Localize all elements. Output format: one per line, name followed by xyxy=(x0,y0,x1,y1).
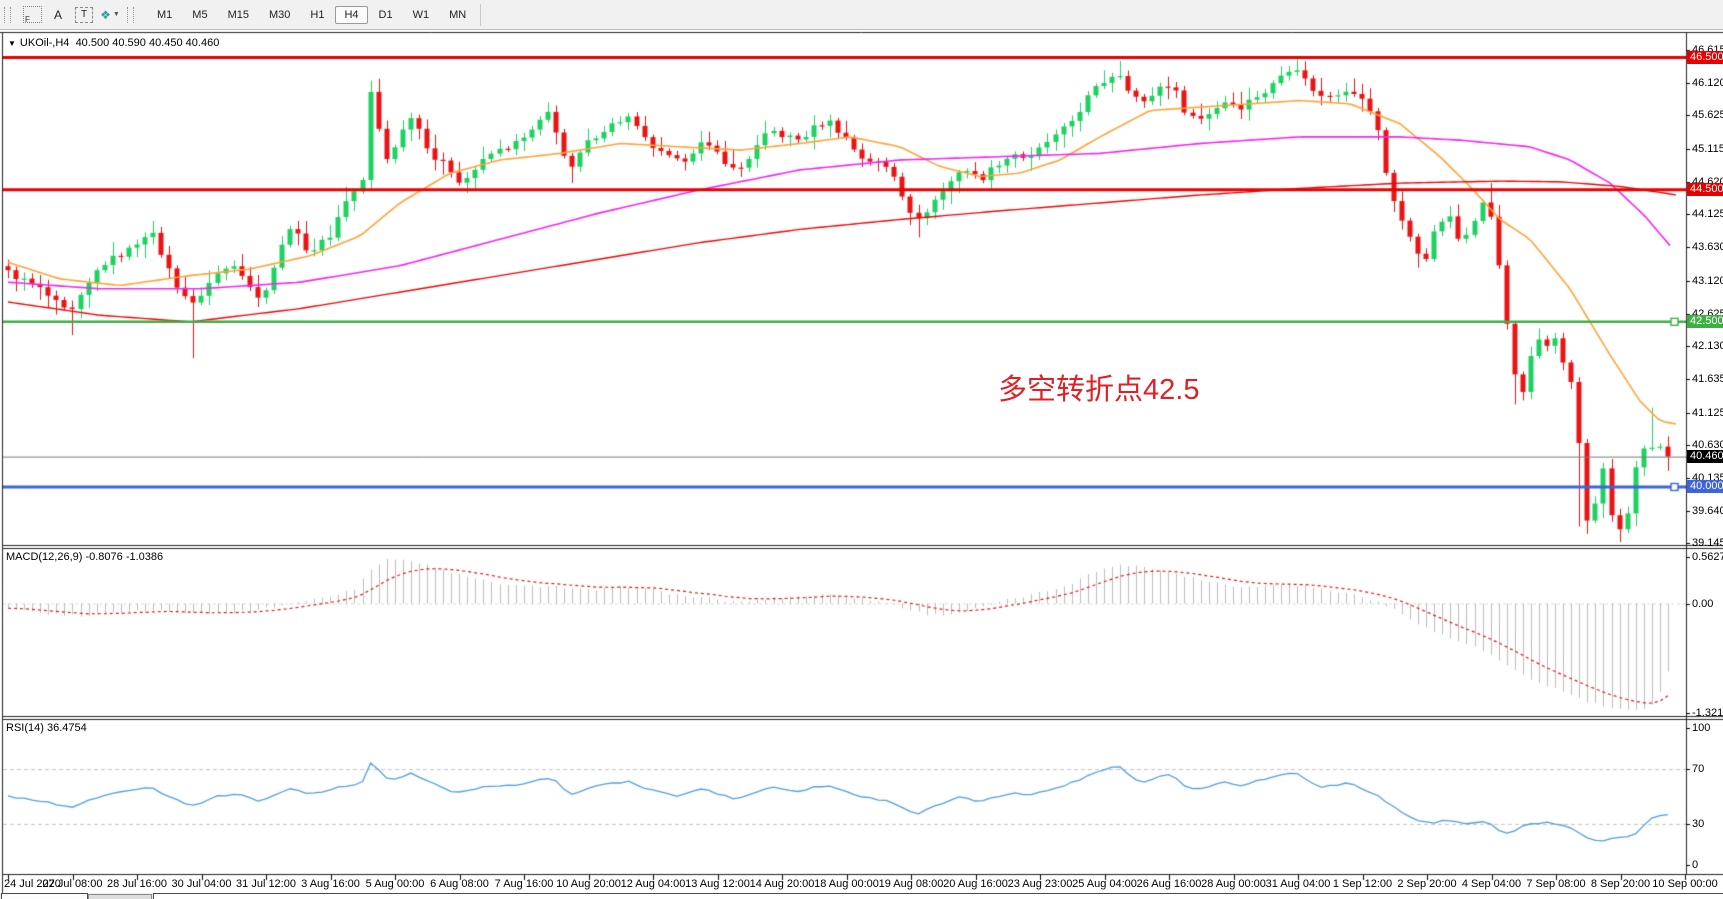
chart-tab-active[interactable] xyxy=(1,893,88,899)
timeframe-toolbar: M1 M5 M15 M30 H1 H4 D1 W1 MN xyxy=(147,5,476,24)
timeframe-toolbar-handle[interactable] xyxy=(127,6,134,23)
timeframe-button-h1[interactable]: H1 xyxy=(310,8,325,21)
toolbar-drag-handle[interactable] xyxy=(4,6,11,23)
label-t-icon: T xyxy=(75,6,93,23)
grid-f-tool-button[interactable]: F xyxy=(21,5,42,25)
chart-tabs-strip xyxy=(0,893,1723,899)
timeframe-button-m30[interactable]: M30 xyxy=(268,8,291,21)
chart-title[interactable]: ▼ UKOil-,H4 40.500 40.590 40.450 40.460 xyxy=(8,37,219,49)
timeframe-button-h4[interactable]: H4 xyxy=(335,5,368,24)
chart-tab-area[interactable] xyxy=(153,893,1723,899)
timeframe-button-w1[interactable]: W1 xyxy=(412,8,430,21)
text-a-tool-button[interactable]: A xyxy=(48,5,68,25)
chart-text-annotation[interactable]: 多空转折点42.5 xyxy=(998,374,1200,406)
timeframe-button-m1[interactable]: M1 xyxy=(157,8,173,21)
label-t-tool-button[interactable]: T xyxy=(74,5,94,25)
chart-dropdown-caret-icon: ▼ xyxy=(8,39,16,48)
chart-tab[interactable] xyxy=(88,894,152,899)
shapes-tool-button[interactable]: ❖ ▼ xyxy=(100,5,120,25)
toolbar-separator xyxy=(480,3,482,26)
timeframe-button-mn[interactable]: MN xyxy=(449,8,467,21)
grid-f-icon: F xyxy=(23,6,42,24)
symbol-period-label: UKOil-,H4 xyxy=(19,37,70,49)
toolbar: F A T ❖ ▼ M1 M5 M15 M30 H1 H4 D1 W1 MN xyxy=(0,0,1723,30)
timeframe-button-d1[interactable]: D1 xyxy=(378,8,393,21)
macd-indicator-label: MACD(12,26,9) -0.8076 -1.0386 xyxy=(6,551,164,563)
shapes-dropdown-caret-icon: ▼ xyxy=(112,11,120,18)
shapes-icon: ❖ xyxy=(100,7,111,22)
ohlc-values: 40.500 40.590 40.450 40.460 xyxy=(75,37,220,49)
timeframe-button-m15[interactable]: M15 xyxy=(227,8,249,21)
text-a-icon: A xyxy=(53,7,62,22)
timeframe-button-m5[interactable]: M5 xyxy=(192,8,208,21)
rsi-indicator-label: RSI(14) 36.4754 xyxy=(6,722,87,734)
